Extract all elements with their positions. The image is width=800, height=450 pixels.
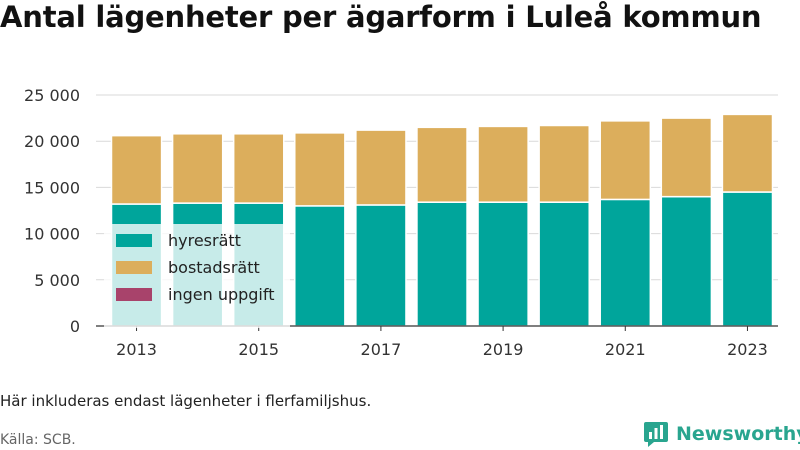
y-tick-label: 10 000: [24, 225, 80, 244]
bar-segment-hyresrätt: [660, 195, 713, 327]
bar-segment-bostadsrätt: [599, 120, 652, 201]
bar-segment-hyresrätt: [538, 201, 590, 327]
x-tick-label: 2023: [727, 340, 768, 359]
bar-segment-hyresrätt: [721, 191, 774, 327]
legend-swatch: [116, 261, 152, 274]
footnote: Här inkluderas endast lägenheter i flerf…: [0, 392, 372, 410]
bar-segment-bostadsrätt: [477, 125, 529, 203]
legend-label: ingen uppgift: [168, 285, 275, 304]
y-axis-tick-labels: 0 5 000 10 000 15 000 20 000 25 000: [24, 86, 80, 336]
bar-segment-hyresrätt: [477, 201, 529, 327]
bar-segment-bostadsrätt: [110, 134, 163, 205]
y-tick-label: 20 000: [24, 132, 80, 151]
legend-swatch: [116, 288, 152, 301]
legend-swatch: [116, 234, 152, 247]
bar-segment-bostadsrätt: [355, 129, 407, 206]
bar-segment-bostadsrätt: [721, 113, 774, 193]
bar-chart-speech-icon: [644, 422, 668, 447]
chart-title: Antal lägenheter per ägarform i Luleå ko…: [0, 0, 762, 34]
y-tick-label: 15 000: [24, 178, 80, 197]
newsworthy-logo[interactable]: Newsworthy: [644, 420, 800, 448]
bar-segment-bostadsrätt: [660, 117, 713, 198]
bar-segment-hyresrätt: [355, 204, 407, 327]
bar-segment-bostadsrätt: [538, 124, 590, 203]
bar-segment-bostadsrätt: [416, 126, 468, 203]
legend: hyresrätt bostadsrätt ingen uppgift: [104, 224, 290, 328]
brand-name: Newsworthy: [676, 423, 800, 445]
y-tick-label: 25 000: [24, 86, 80, 105]
x-tick-label: 2017: [361, 340, 402, 359]
x-tick-label: 2021: [605, 340, 646, 359]
x-tick-label: 2019: [483, 340, 524, 359]
bar-segment-bostadsrätt: [171, 133, 224, 204]
x-tick-label: 2015: [238, 340, 279, 359]
bar-segment-hyresrätt: [294, 205, 346, 327]
legend-label: hyresrätt: [168, 231, 241, 250]
bar-segment-bostadsrätt: [232, 133, 285, 204]
bar-segment-hyresrätt: [599, 198, 652, 327]
y-tick-label: 5 000: [34, 271, 80, 290]
x-tick-label: 2013: [116, 340, 157, 359]
legend-label: bostadsrätt: [168, 258, 260, 277]
x-axis-tick-labels: 2013 2015 2017 2019 2021 2023: [116, 340, 768, 359]
source-note: Källa: SCB.: [0, 432, 76, 448]
y-tick-label: 0: [70, 317, 80, 336]
bar-segment-bostadsrätt: [294, 132, 346, 207]
bar-segment-hyresrätt: [416, 201, 468, 327]
